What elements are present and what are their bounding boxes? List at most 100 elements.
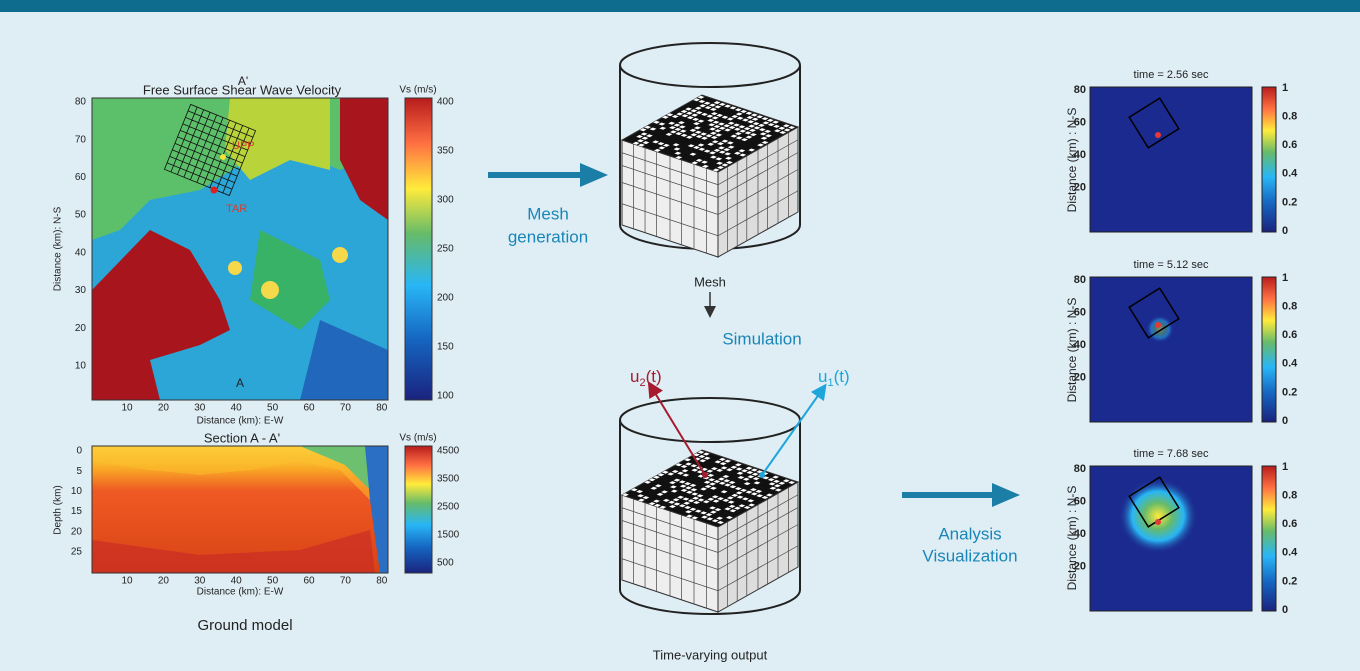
tick-label: 0 — [1282, 225, 1288, 237]
wavefield-glow — [1118, 478, 1198, 554]
tick-label: 0.4 — [1282, 358, 1298, 370]
tick-label: 10 — [75, 361, 87, 372]
response-label: u1(t) — [818, 367, 850, 388]
y-axis-label: Distance (km) : N-S — [1065, 108, 1079, 213]
step-label: Simulation — [722, 329, 801, 348]
station-label: UPP — [232, 140, 255, 152]
step-label: Visualization — [922, 546, 1017, 565]
tick-label: 150 — [437, 342, 454, 353]
mesh-container — [620, 43, 800, 257]
tick-label: 0.4 — [1282, 168, 1298, 180]
output-container — [620, 398, 800, 614]
caption: Ground model — [197, 617, 292, 634]
tick-label: 0 — [1282, 604, 1288, 616]
tick-label: 1500 — [437, 530, 460, 541]
tick-label: 20 — [71, 526, 83, 537]
tick-label: 80 — [1074, 463, 1086, 475]
snapshots: time = 2.56 sec8060402010.80.60.40.20tim… — [1074, 69, 1298, 616]
step-label: generation — [508, 227, 588, 246]
tick-label: 0 — [76, 446, 82, 457]
tick-label: 80 — [376, 576, 388, 587]
tick-label: 80 — [1074, 274, 1086, 286]
panel-title: time = 2.56 sec — [1134, 69, 1209, 81]
tick-label: 20 — [158, 576, 170, 587]
tick-label: 10 — [121, 576, 133, 587]
tick-label: 500 — [437, 558, 454, 569]
panel-title: time = 7.68 sec — [1134, 448, 1209, 460]
station-label: TAR — [226, 203, 247, 215]
tick-label: 1 — [1282, 461, 1288, 473]
tick-label: 200 — [437, 293, 454, 304]
tick-label: 40 — [75, 247, 87, 258]
tick-label: 70 — [340, 576, 352, 587]
y-axis-label: Depth (km) — [53, 485, 64, 534]
tick-label: 50 — [75, 210, 87, 221]
tick-label: 30 — [194, 576, 206, 587]
tick-label: 100 — [437, 391, 454, 402]
tick-label: 80 — [75, 97, 87, 108]
tick-label: 70 — [340, 403, 352, 414]
tick-label: 4500 — [437, 446, 460, 457]
tick-label: 300 — [437, 195, 454, 206]
colorbar-label: Vs (m/s) — [399, 85, 436, 96]
section-plot — [92, 446, 432, 573]
probe-point — [702, 472, 708, 478]
tick-label: 0.6 — [1282, 139, 1297, 151]
tick-label: 1 — [1282, 272, 1288, 284]
arrow — [992, 483, 1020, 507]
tick-label: 80 — [1074, 84, 1086, 96]
tick-label: 0.8 — [1282, 490, 1297, 502]
tick-label: 250 — [437, 244, 454, 255]
hypocenter — [1155, 132, 1161, 138]
tick-label: 30 — [75, 285, 87, 296]
tick-label: 60 — [303, 576, 315, 587]
hypocenter — [1155, 322, 1161, 328]
tick-label: 20 — [75, 323, 87, 334]
tick-label: 60 — [303, 403, 315, 414]
caption: Time-varying output — [653, 647, 768, 662]
section-marker: A — [236, 376, 244, 390]
tick-label: 70 — [75, 134, 87, 145]
tick-label: 10 — [121, 403, 133, 414]
response-label: u2(t) — [630, 367, 662, 388]
colorbar — [1262, 87, 1276, 232]
tick-label: 10 — [71, 486, 83, 497]
tick-label: 0.4 — [1282, 547, 1298, 559]
section-marker: A' — [238, 74, 248, 88]
tick-label: 0.6 — [1282, 329, 1297, 341]
y-axis-label: Distance (km): N-S — [53, 206, 64, 291]
tick-label: 2500 — [437, 502, 460, 513]
x-axis-label: Distance (km): E-W — [197, 587, 284, 598]
tick-label: 15 — [71, 506, 83, 517]
panel-title: time = 5.12 sec — [1134, 259, 1209, 271]
step-label: Mesh — [527, 204, 569, 223]
wavefield — [1090, 277, 1252, 422]
tick-label: 80 — [376, 403, 388, 414]
response-arrow — [762, 390, 822, 475]
tick-label: 0.6 — [1282, 518, 1297, 530]
wavefield-glow — [1146, 315, 1174, 343]
tick-label: 0 — [1282, 415, 1288, 427]
hypocenter — [1155, 519, 1161, 525]
tick-label: 350 — [437, 146, 454, 157]
tick-label: 30 — [194, 403, 206, 414]
step-label: Analysis — [938, 524, 1001, 543]
tick-label: 40 — [231, 403, 243, 414]
tick-label: 50 — [267, 576, 279, 587]
tick-label: 400 — [437, 97, 454, 108]
tick-label: 0.2 — [1282, 575, 1297, 587]
figure: Free Surface Shear Wave Velocity Vs (m/s… — [0, 0, 1360, 671]
velocity-map — [92, 98, 432, 400]
wavefield — [1090, 87, 1252, 232]
cylinder-top — [620, 398, 800, 442]
tick-label: 60 — [75, 172, 87, 183]
colorbar — [1262, 277, 1276, 422]
tick-label: 3500 — [437, 474, 460, 485]
tick-label: 40 — [231, 576, 243, 587]
tick-label: 20 — [158, 403, 170, 414]
arrow — [580, 163, 608, 187]
tick-label: 5 — [76, 466, 82, 477]
response-arrow — [652, 388, 705, 475]
tick-label: 1 — [1282, 82, 1288, 94]
tick-label: 0.2 — [1282, 386, 1297, 398]
